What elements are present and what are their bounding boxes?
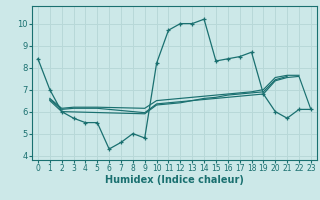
X-axis label: Humidex (Indice chaleur): Humidex (Indice chaleur) xyxy=(105,175,244,185)
